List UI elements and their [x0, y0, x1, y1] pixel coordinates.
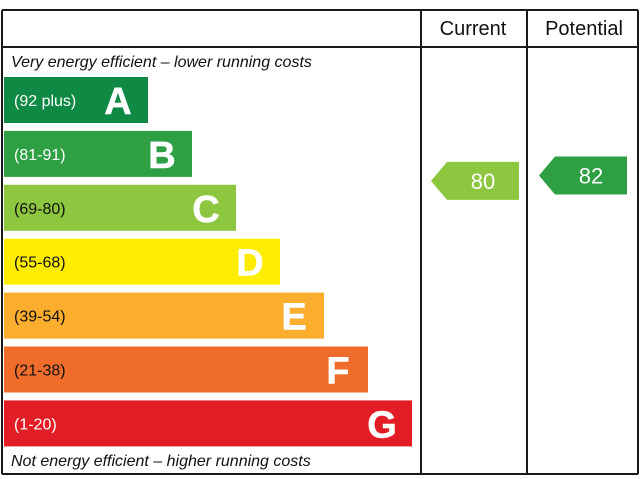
band-f-range: (21-38): [14, 363, 66, 380]
top-caption: Very energy efficient – lower running co…: [11, 54, 312, 71]
band-a-letter: A: [104, 81, 131, 123]
bottom-caption: Not energy efficient – higher running co…: [11, 453, 311, 470]
band-c-letter: C: [192, 189, 219, 231]
band-f-letter: F: [326, 351, 349, 393]
band-d-bar: [4, 238, 280, 285]
band-b-bar: [4, 130, 192, 177]
rating-bands: (92 plus) A (81-91) B (69-80) C (55-68) D (39-54…: [4, 77, 412, 447]
band-b-letter: B: [148, 135, 175, 177]
current-rating-arrow: [431, 161, 519, 200]
band-g-letter: G: [367, 404, 397, 446]
band-b-range: (81-91): [14, 147, 66, 164]
potential-rating-arrow: [539, 156, 627, 195]
band-c-bar: [4, 184, 236, 231]
band-c-range: (69-80): [14, 201, 66, 218]
band-a-range: (92 plus): [14, 93, 76, 110]
band-e-letter: E: [281, 297, 306, 339]
column-header-potential: Potential: [545, 18, 623, 40]
column-header-current: Current: [440, 18, 507, 40]
band-f-bar: [4, 346, 368, 393]
potential-rating-value: 82: [579, 163, 603, 188]
band-e-range: (39-54): [14, 309, 66, 326]
current-rating-value: 80: [471, 169, 495, 194]
band-d-range: (55-68): [14, 255, 66, 272]
band-e-bar: [4, 292, 324, 339]
band-a-bar: [4, 77, 148, 123]
rating-arrows: 80 82: [431, 156, 627, 200]
band-g-range: (1-20): [14, 416, 57, 433]
band-d-letter: D: [236, 243, 263, 285]
chart-frame: [1, 9, 639, 475]
band-g-bar: [4, 400, 412, 447]
